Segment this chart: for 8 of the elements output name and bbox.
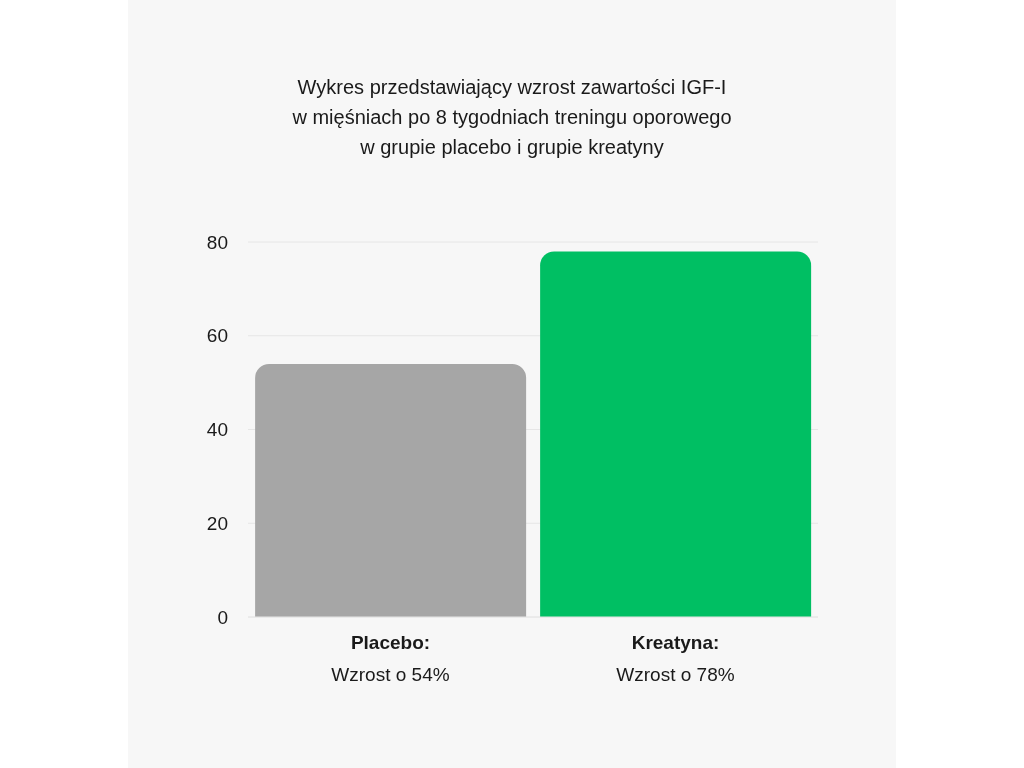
y-tick-label: 40 bbox=[206, 419, 228, 441]
x-tick-label: Placebo: Wzrost o 54% bbox=[331, 632, 450, 685]
x-tick-label: Kreatyna: Wzrost o 78% bbox=[616, 632, 735, 685]
chart-title: Wykres przedstawiający wzrost zawartości IGF-I w mięśniach po 8 tygodniach treningu oporowego w grupie placebo i grupie kreatyny bbox=[291, 75, 733, 160]
y-tick-label: 20 bbox=[206, 512, 228, 534]
y-tick-label: 0 bbox=[217, 606, 228, 628]
y-tick-label: 60 bbox=[206, 325, 228, 347]
y-tick-label: 80 bbox=[206, 231, 228, 253]
